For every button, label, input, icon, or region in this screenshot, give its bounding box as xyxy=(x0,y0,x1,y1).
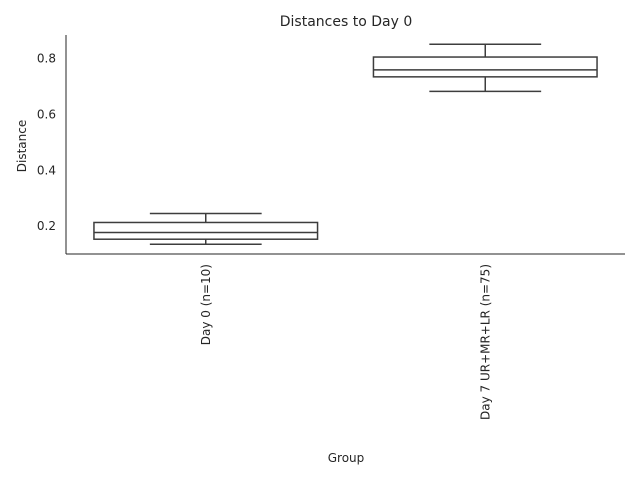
y-tick-label: 0.6 xyxy=(37,108,56,122)
y-axis-label: Distance xyxy=(15,120,29,172)
axes xyxy=(65,35,625,255)
box-iqr xyxy=(372,56,598,78)
x-tick-label: Day 7 UR+MR+LR (n=75) xyxy=(478,264,492,420)
x-ticks: Day 0 (n=10) Day 7 UR+MR+LR (n=75) xyxy=(199,264,493,420)
box-iqr xyxy=(93,221,319,240)
y-tick-label: 0.8 xyxy=(37,52,56,66)
y-ticks: 0.2 0.4 0.6 0.8 xyxy=(37,52,56,233)
y-tick-label: 0.2 xyxy=(37,219,56,233)
chart-title: Distances to Day 0 xyxy=(280,14,412,30)
y-tick-label: 0.4 xyxy=(37,163,56,177)
x-axis-label: Group xyxy=(328,451,365,465)
x-tick-label: Day 0 (n=10) xyxy=(199,264,213,345)
box-group xyxy=(93,212,319,245)
boxes xyxy=(93,43,598,245)
box-group xyxy=(372,43,598,93)
